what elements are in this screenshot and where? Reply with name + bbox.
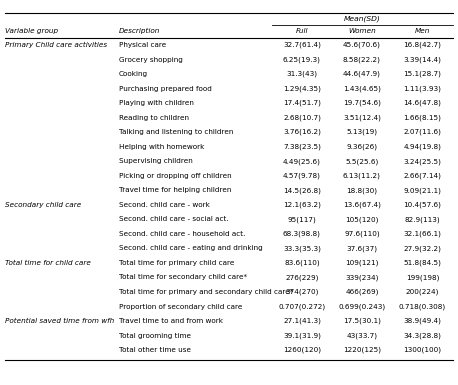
Text: Helping with homework: Helping with homework bbox=[119, 144, 204, 150]
Text: 3.39(14.4): 3.39(14.4) bbox=[403, 56, 442, 63]
Text: 200(224): 200(224) bbox=[406, 289, 439, 295]
Text: 2.07(11.6): 2.07(11.6) bbox=[403, 129, 442, 136]
Text: 95(117): 95(117) bbox=[288, 216, 316, 223]
Text: 32.1(66.1): 32.1(66.1) bbox=[403, 231, 442, 237]
Text: Talking and listening to children: Talking and listening to children bbox=[119, 129, 234, 135]
Text: Supervising children: Supervising children bbox=[119, 158, 193, 164]
Text: 0.699(0.243): 0.699(0.243) bbox=[338, 303, 386, 310]
Text: 5.13(19): 5.13(19) bbox=[346, 129, 377, 136]
Text: 37.6(37): 37.6(37) bbox=[346, 245, 377, 252]
Text: 6.25(19.3): 6.25(19.3) bbox=[283, 56, 321, 63]
Text: Primary Child care activities: Primary Child care activities bbox=[5, 42, 107, 48]
Text: 18.8(30): 18.8(30) bbox=[346, 187, 377, 194]
Text: Proportion of secondary child care: Proportion of secondary child care bbox=[119, 303, 242, 310]
Text: Second. child care - social act.: Second. child care - social act. bbox=[119, 216, 229, 223]
Text: 1260(120): 1260(120) bbox=[283, 347, 321, 353]
Text: Second. child care - work: Second. child care - work bbox=[119, 202, 210, 208]
Text: 10.4(57.6): 10.4(57.6) bbox=[403, 202, 442, 208]
Text: 1.43(4.65): 1.43(4.65) bbox=[343, 85, 381, 92]
Text: 34.3(28.8): 34.3(28.8) bbox=[403, 332, 442, 339]
Text: 109(121): 109(121) bbox=[345, 260, 379, 266]
Text: 38.9(49.4): 38.9(49.4) bbox=[403, 318, 442, 324]
Text: 43(33.7): 43(33.7) bbox=[346, 332, 377, 339]
Text: 7.38(23.5): 7.38(23.5) bbox=[283, 144, 321, 150]
Text: 17.4(51.7): 17.4(51.7) bbox=[283, 100, 321, 106]
Text: 39.1(31.9): 39.1(31.9) bbox=[283, 332, 321, 339]
Text: Total time for primary child care: Total time for primary child care bbox=[119, 260, 234, 266]
Text: 4.57(9.78): 4.57(9.78) bbox=[283, 172, 321, 179]
Text: 82.9(113): 82.9(113) bbox=[404, 216, 440, 223]
Text: 27.1(41.3): 27.1(41.3) bbox=[283, 318, 321, 324]
Text: Reading to children: Reading to children bbox=[119, 115, 189, 121]
Text: 1220(125): 1220(125) bbox=[343, 347, 381, 353]
Text: Second. child care - household act.: Second. child care - household act. bbox=[119, 231, 245, 237]
Text: Mean(SD): Mean(SD) bbox=[344, 16, 381, 22]
Text: 1300(100): 1300(100) bbox=[403, 347, 442, 353]
Text: 44.6(47.9): 44.6(47.9) bbox=[343, 71, 381, 77]
Text: 466(269): 466(269) bbox=[345, 289, 379, 295]
Text: Second. child care - eating and drinking: Second. child care - eating and drinking bbox=[119, 245, 263, 251]
Text: 3.24(25.5): 3.24(25.5) bbox=[403, 158, 442, 164]
Text: 3.76(16.2): 3.76(16.2) bbox=[283, 129, 321, 136]
Text: 9.09(21.1): 9.09(21.1) bbox=[403, 187, 442, 194]
Text: 4.94(19.8): 4.94(19.8) bbox=[403, 144, 442, 150]
Text: 2.66(7.14): 2.66(7.14) bbox=[403, 172, 442, 179]
Text: Travel time for helping children: Travel time for helping children bbox=[119, 187, 231, 193]
Text: Men: Men bbox=[415, 28, 430, 34]
Text: 32.7(61.4): 32.7(61.4) bbox=[283, 42, 321, 49]
Text: Total time for secondary child care*: Total time for secondary child care* bbox=[119, 275, 247, 281]
Text: 27.9(32.2): 27.9(32.2) bbox=[403, 245, 442, 252]
Text: 83.6(110): 83.6(110) bbox=[284, 260, 320, 266]
Text: Variable group: Variable group bbox=[5, 28, 58, 34]
Text: 374(270): 374(270) bbox=[285, 289, 319, 295]
Text: Playing with children: Playing with children bbox=[119, 100, 194, 106]
Text: 8.58(22.2): 8.58(22.2) bbox=[343, 56, 381, 63]
Text: Total time for primary and secondary child care*: Total time for primary and secondary chi… bbox=[119, 289, 294, 295]
Text: Travel time to and from work: Travel time to and from work bbox=[119, 318, 223, 324]
Text: Description: Description bbox=[119, 28, 160, 34]
Text: 33.3(35.3): 33.3(35.3) bbox=[283, 245, 321, 252]
Text: 13.6(67.4): 13.6(67.4) bbox=[343, 202, 381, 208]
Text: Total grooming time: Total grooming time bbox=[119, 333, 191, 338]
Text: 16.8(42.7): 16.8(42.7) bbox=[403, 42, 442, 49]
Text: 12.1(63.2): 12.1(63.2) bbox=[283, 202, 321, 208]
Text: 276(229): 276(229) bbox=[285, 274, 319, 281]
Text: Purchasing prepared food: Purchasing prepared food bbox=[119, 85, 212, 92]
Text: 2.68(10.7): 2.68(10.7) bbox=[283, 114, 321, 121]
Text: 19.7(54.6): 19.7(54.6) bbox=[343, 100, 381, 106]
Text: 9.36(26): 9.36(26) bbox=[346, 144, 377, 150]
Text: Grocery shopping: Grocery shopping bbox=[119, 57, 183, 63]
Text: Women: Women bbox=[348, 28, 376, 34]
Text: 51.8(84.5): 51.8(84.5) bbox=[403, 260, 442, 266]
Text: 4.49(25.6): 4.49(25.6) bbox=[283, 158, 321, 164]
Text: 1.11(3.93): 1.11(3.93) bbox=[403, 85, 442, 92]
Text: 3.51(12.4): 3.51(12.4) bbox=[343, 114, 381, 121]
Text: 14.6(47.8): 14.6(47.8) bbox=[403, 100, 442, 106]
Text: 68.3(98.8): 68.3(98.8) bbox=[283, 231, 321, 237]
Text: 6.13(11.2): 6.13(11.2) bbox=[343, 172, 381, 179]
Text: Full: Full bbox=[296, 28, 308, 34]
Text: Cooking: Cooking bbox=[119, 71, 148, 77]
Text: 199(198): 199(198) bbox=[406, 274, 439, 281]
Text: 17.5(30.1): 17.5(30.1) bbox=[343, 318, 381, 324]
Text: 105(120): 105(120) bbox=[345, 216, 379, 223]
Text: Total time for child care: Total time for child care bbox=[5, 260, 90, 266]
Text: 97.6(110): 97.6(110) bbox=[344, 231, 380, 237]
Text: 5.5(25.6): 5.5(25.6) bbox=[345, 158, 378, 164]
Text: 1.29(4.35): 1.29(4.35) bbox=[283, 85, 321, 92]
Text: 14.5(26.8): 14.5(26.8) bbox=[283, 187, 321, 194]
Text: 1.66(8.15): 1.66(8.15) bbox=[403, 114, 442, 121]
Text: 15.1(28.7): 15.1(28.7) bbox=[403, 71, 442, 77]
Text: Total other time use: Total other time use bbox=[119, 347, 191, 353]
Text: 31.3(43): 31.3(43) bbox=[286, 71, 317, 77]
Text: 0.707(0.272): 0.707(0.272) bbox=[278, 303, 326, 310]
Text: Potential saved time from wfh: Potential saved time from wfh bbox=[5, 318, 114, 324]
Text: Secondary child care: Secondary child care bbox=[5, 202, 81, 208]
Text: Picking or dropping off children: Picking or dropping off children bbox=[119, 173, 232, 179]
Text: 339(234): 339(234) bbox=[345, 274, 379, 281]
Text: 45.6(70.6): 45.6(70.6) bbox=[343, 42, 381, 49]
Text: Physical care: Physical care bbox=[119, 42, 166, 48]
Text: 0.718(0.308): 0.718(0.308) bbox=[399, 303, 446, 310]
